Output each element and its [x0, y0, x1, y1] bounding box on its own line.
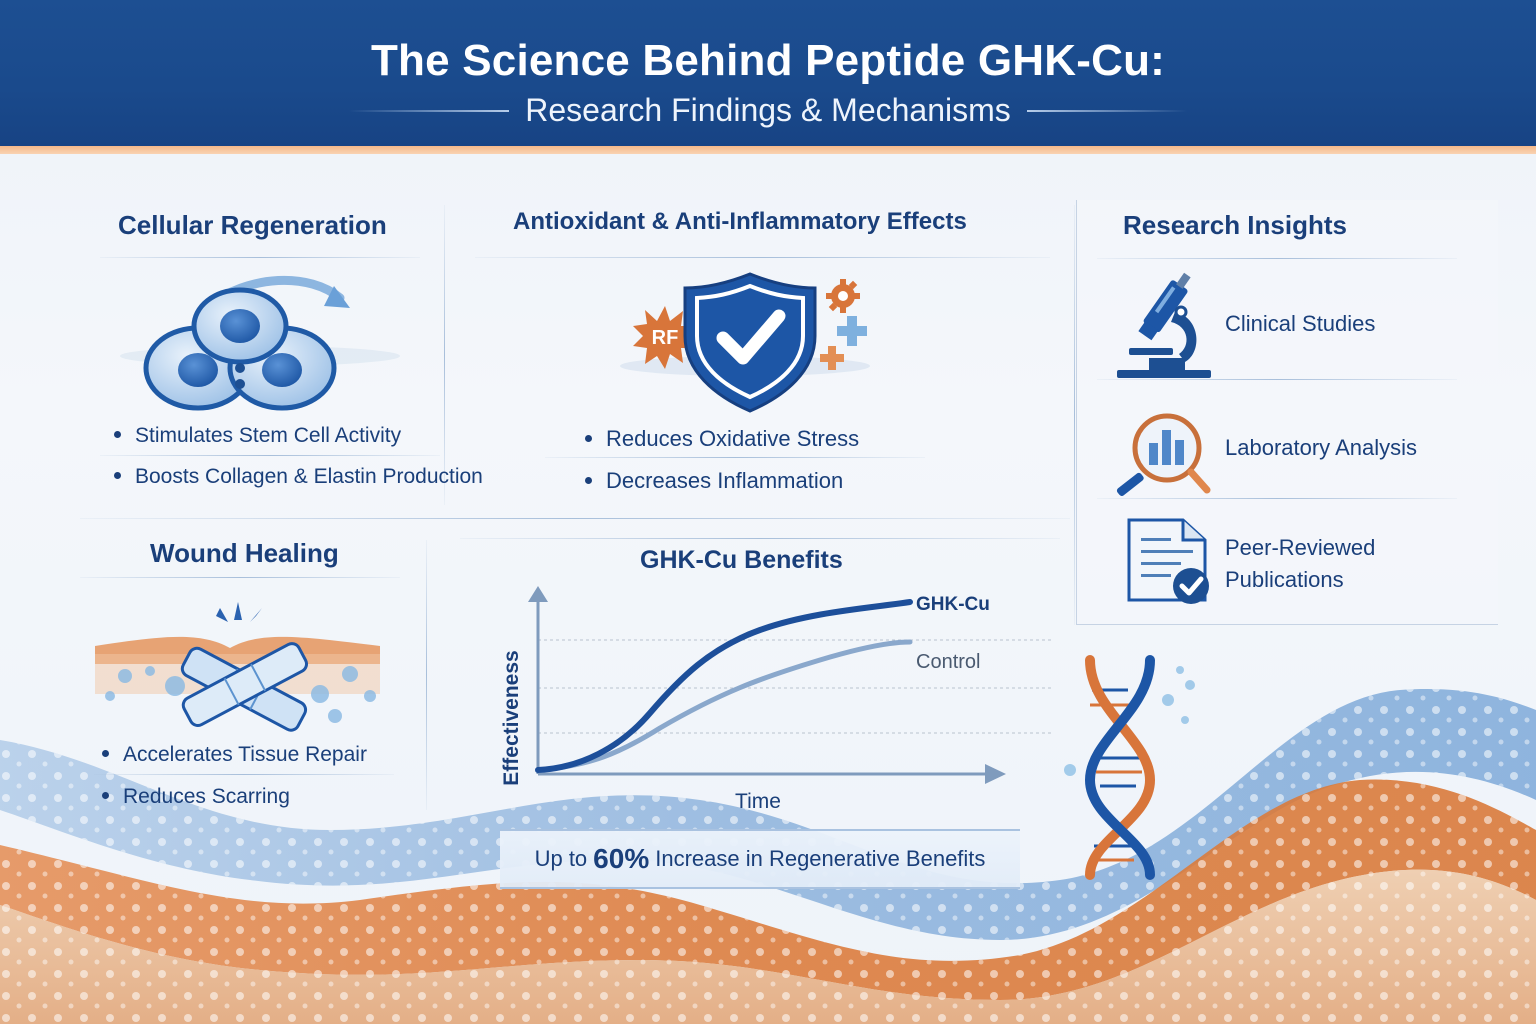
panel-title: Antioxidant & Anti-Inflammatory Effects — [513, 208, 967, 235]
bullet-dot — [102, 749, 109, 757]
bullet-item: Stimulates Stem Cell Activity — [114, 424, 401, 448]
magnifier-bar-chart-icon — [1116, 413, 1211, 496]
legend-ghk-cu: GHK-Cu — [916, 594, 990, 615]
crossed-bandage-icon — [95, 602, 380, 732]
bullet-text: Reduces Scarring — [123, 785, 290, 808]
y-axis-arrow — [528, 586, 548, 602]
line-chart: Effectiveness GHK-Cu Control Time — [500, 586, 1052, 813]
subtitle-divider-right — [1026, 109, 1187, 112]
insight-label-line2: Publications — [1225, 567, 1344, 592]
chart-title: GHK-Cu Benefits — [640, 546, 843, 574]
panel-antioxidant: Antioxidant & Anti-Inflammatory Effects … — [475, 200, 1065, 510]
panel-cellular-regeneration: Cellular Regeneration Stimulates Stem Ce… — [100, 200, 483, 510]
subtitle-row: Research Findings & Mechanisms — [0, 92, 1536, 129]
bullet-item: Decreases Inflammation — [585, 468, 843, 494]
cell-division-icon — [120, 275, 400, 411]
insight-divider — [1097, 498, 1457, 499]
title-underline — [475, 257, 1050, 258]
bullet-divider — [94, 774, 394, 775]
page-header: The Science Behind Peptide GHK-Cu: Resea… — [0, 0, 1536, 154]
bullet-dot — [585, 476, 592, 484]
panel-title: Cellular Regeneration — [118, 210, 387, 240]
x-axis-label: Time — [735, 790, 781, 813]
title-underline — [100, 257, 420, 258]
bullet-text: Accelerates Tissue Repair — [123, 743, 367, 766]
dna-helix-icon — [1064, 655, 1195, 880]
bullet-dot — [114, 471, 121, 479]
insight-divider — [1097, 379, 1457, 380]
benefit-callout-banner: Up to 60% Increase in Regenerative Benef… — [500, 829, 1020, 889]
chart-title-top-rule — [460, 538, 1060, 539]
document-check-icon — [1127, 518, 1209, 604]
legend-control: Control — [916, 651, 980, 673]
callout-prefix: Up to — [534, 846, 588, 871]
bullet-divider — [100, 455, 440, 456]
free-radical-burst-icon: RF — [633, 306, 697, 369]
subtitle-divider-left — [349, 109, 510, 112]
svg-text:RF: RF — [652, 327, 679, 349]
title-underline — [80, 577, 400, 578]
bullet-dot — [114, 430, 121, 438]
series-control-line — [535, 639, 913, 773]
y-axis-label: Effectiveness — [500, 650, 523, 785]
panel-wound-healing: Wound Healing Accelerates Tissue Repair — [80, 530, 420, 820]
bullet-item: Reduces Scarring — [102, 785, 290, 809]
insight-label-peer-reviewed-publications: Peer-Reviewed Publications — [1225, 532, 1375, 596]
panel-ghk-cu-benefits: GHK-Cu Benefits Effectiveness GHK-Cu Con… — [440, 538, 1060, 828]
insight-label-clinical-studies: Clinical Studies — [1225, 311, 1376, 336]
divider-vertical-3 — [426, 540, 427, 810]
microscope-icon — [1117, 272, 1211, 378]
x-axis-arrow — [985, 764, 1006, 784]
callout-suffix: Increase in Regenerative Benefits — [655, 846, 986, 871]
series-ghk-cu-line — [535, 599, 913, 773]
divider-vertical-2 — [1074, 205, 1075, 625]
panel-title: Wound Healing — [150, 538, 339, 568]
plus-icon-orange — [820, 346, 844, 370]
divider-row-middle — [80, 518, 1070, 519]
insight-label-laboratory-analysis: Laboratory Analysis — [1225, 435, 1417, 460]
title-underline — [1097, 258, 1457, 259]
bullet-text: Reduces Oxidative Stress — [606, 426, 860, 451]
callout-value: 60% — [593, 843, 650, 874]
bullet-item: Boosts Collagen & Elastin Production — [114, 465, 483, 489]
gear-icon — [826, 279, 860, 313]
bullet-text: Stimulates Stem Cell Activity — [135, 424, 402, 447]
insight-label-line1: Peer-Reviewed — [1225, 535, 1376, 560]
panel-research-insights: Research Insights Clinical Studies Labor… — [1076, 200, 1498, 625]
bullet-dot — [585, 434, 592, 442]
bullet-item: Reduces Oxidative Stress — [585, 426, 859, 452]
shield-check-icon: RF — [620, 272, 870, 413]
plus-icon-blue — [837, 316, 867, 346]
page-subtitle: Research Findings & Mechanisms — [525, 92, 1011, 128]
bullet-text: Boosts Collagen & Elastin Production — [135, 465, 483, 488]
bullet-dot — [102, 791, 109, 799]
bullet-text: Decreases Inflammation — [606, 468, 844, 493]
panel-title: Research Insights — [1123, 210, 1347, 240]
divider-vertical-1 — [444, 205, 445, 505]
bullet-item: Accelerates Tissue Repair — [102, 743, 367, 767]
page-title: The Science Behind Peptide GHK-Cu: — [370, 36, 1165, 85]
bullet-divider — [545, 457, 925, 458]
